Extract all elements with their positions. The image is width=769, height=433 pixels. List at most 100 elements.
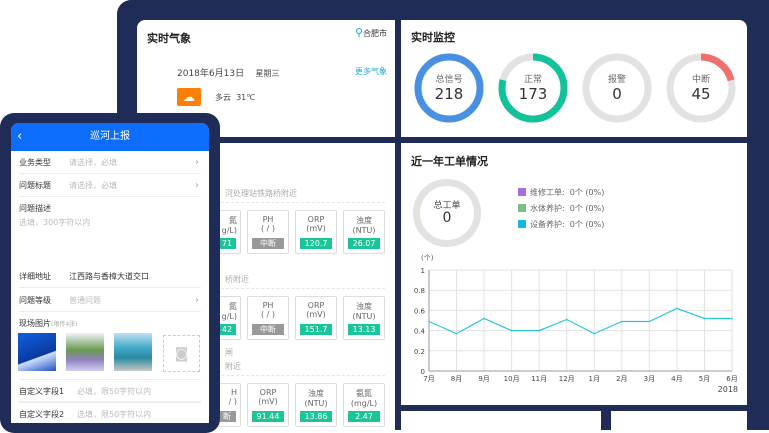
sensor-unit: (NTU) [352,226,376,235]
sensor-card[interactable]: PH ( / ) 中断 [247,210,289,254]
weather-condition: 多云 [215,93,231,102]
gauge-value: 0 [612,85,622,103]
gauge-ring [498,53,568,123]
y-tick-label: 0.4 [414,328,426,336]
monitor-title: 实时监控 [411,31,455,44]
sensor-value: 13.86 [300,411,332,422]
sensor-unit: ( / ) [260,224,276,233]
data-point [483,317,485,320]
x-tick-label: 1月 [589,375,600,383]
form-select[interactable]: 问题标题 请选择，必填 › [19,174,201,197]
station-name: 河处理站铁路桥附近 [225,189,297,198]
sensor-name: PH [262,301,274,310]
divider [221,202,385,203]
orders-title: 近一年工单情况 [411,155,488,168]
gauge-value: 173 [518,85,548,103]
level-select[interactable]: 问题等级 普通问题 › [19,289,201,312]
data-point [676,307,678,310]
location-button[interactable]: ⚲合肥市 [355,26,387,39]
legend-item: 设备养护: 0个 (0%) [518,219,604,230]
sensor-card[interactable]: ORP (mV) 91.44 [247,383,289,427]
custom-field[interactable]: 自定义字段1 必填，限50字符以内 [19,379,201,402]
x-tick-label: 8月 [451,375,462,383]
data-point [731,317,733,320]
sensor-unit: (NTU) [352,312,376,321]
bottom-card-2 [611,411,747,431]
weather-title: 实时气象 [147,32,191,45]
orders-card: 近一年工单情况 总工单 0 维修工单: 0个 (0%) 水体养护: 0个 (0%)… [401,143,747,405]
location-pin-icon: ⚲ [354,26,363,39]
sensor-name: ORP [307,301,325,310]
field-placeholder: 请选择，必填 [69,181,117,190]
x-year-label: 2018 [718,385,738,394]
sensor-name: 浊度 [308,389,324,398]
legend-label: 设备养护: [530,220,565,229]
gauge-value: 218 [434,85,464,103]
sensor-name: PH [262,215,274,224]
sensor-unit: (mg/L) [350,399,378,408]
addr-label: 详细地址 [19,272,51,281]
divider [221,288,385,289]
x-tick-label: 10月 [504,375,520,383]
station-name: 闸 [225,348,233,357]
data-point [538,329,540,332]
sensor-value: 中断 [252,324,284,335]
back-arrow-icon[interactable]: ‹ [17,129,23,144]
total-orders-label: 总工单 [433,201,461,211]
y-tick-label: 0.6 [414,307,426,315]
x-tick-label: 3月 [644,375,655,383]
data-point [593,332,596,335]
add-photo-camera-icon[interactable]: ◙ [163,335,200,372]
y-tick-label: 0.2 [414,348,425,356]
field-input[interactable]: 选填，限50字符以内 [77,410,152,419]
sensor-value: 120.7 [300,238,332,249]
gauge-0[interactable]: 总信号 218 [413,52,485,124]
chevron-right-icon: › [195,295,199,306]
form-select[interactable]: 业务类型 请选择，必填 › [19,151,201,174]
sensor-card[interactable]: 浊度 (NTU) 13.86 [295,383,337,427]
more-weather-link[interactable]: 更多气象 [355,67,387,76]
photo-thumb[interactable] [114,333,152,371]
sensor-name: 浊度 [356,302,372,311]
desc-label: 问题描述 [19,204,51,213]
location-text: 合肥市 [363,29,387,38]
sensor-name: ORP [307,215,325,224]
custom-field[interactable]: 自定义字段2 选填，限50字符以内 [19,402,201,423]
station-name: 桥附近 [225,275,249,284]
photo-thumb[interactable] [18,333,56,371]
x-tick-label: 2月 [616,375,627,383]
gauge-3[interactable]: 中断 45 [665,52,737,124]
y-axis-unit: (个) [421,254,434,262]
addr-input[interactable]: 江西路与香樟大道交口 [69,272,149,281]
partly-cloudy-icon: ☁ [177,88,201,106]
sensor-card[interactable]: PH ( / ) 中断 [247,296,289,340]
sensor-card[interactable]: 浊度 (NTU) 13.13 [343,296,385,340]
sensor-card[interactable]: ORP (mV) 151.7 [295,296,337,340]
sensor-card[interactable]: 浊度 (NTU) 26.07 [343,210,385,254]
field-label: 问题标题 [19,181,51,190]
y-tick-label: 0.8 [414,287,425,295]
level-value: 普通问题 [69,296,101,305]
sensor-card[interactable]: ORP (mV) 120.7 [295,210,337,254]
legend-label: 维修工单: [530,188,565,197]
sensor-name: 氨氮 [356,389,372,398]
sensor-unit: g/L) [221,226,237,235]
desc-textarea[interactable]: 选填，300字符以内 [19,218,91,227]
field-label: 业务类型 [19,158,51,167]
weather-date: 2018年6月13日 [177,69,245,79]
data-point [455,332,458,335]
sensor-name: H [230,388,237,397]
field-input[interactable]: 必填，限50字符以内 [77,387,152,396]
data-point [703,317,706,320]
field-label: 自定义字段2 [19,410,65,419]
gauge-value: 45 [691,85,711,103]
sensor-unit: (mV) [306,310,326,319]
sensor-name: ORP [259,388,277,397]
data-point [510,329,513,332]
sensor-card[interactable]: 氨氮 (mg/L) 2.47 [343,383,385,427]
phone-header: ‹ 巡河上报 [11,123,209,151]
photo-thumb[interactable] [66,333,104,371]
gauge-1[interactable]: 正常 173 [497,52,569,124]
gauge-2[interactable]: 报警 0 [581,52,653,124]
legend-item: 维修工单: 0个 (0%) [518,187,604,198]
